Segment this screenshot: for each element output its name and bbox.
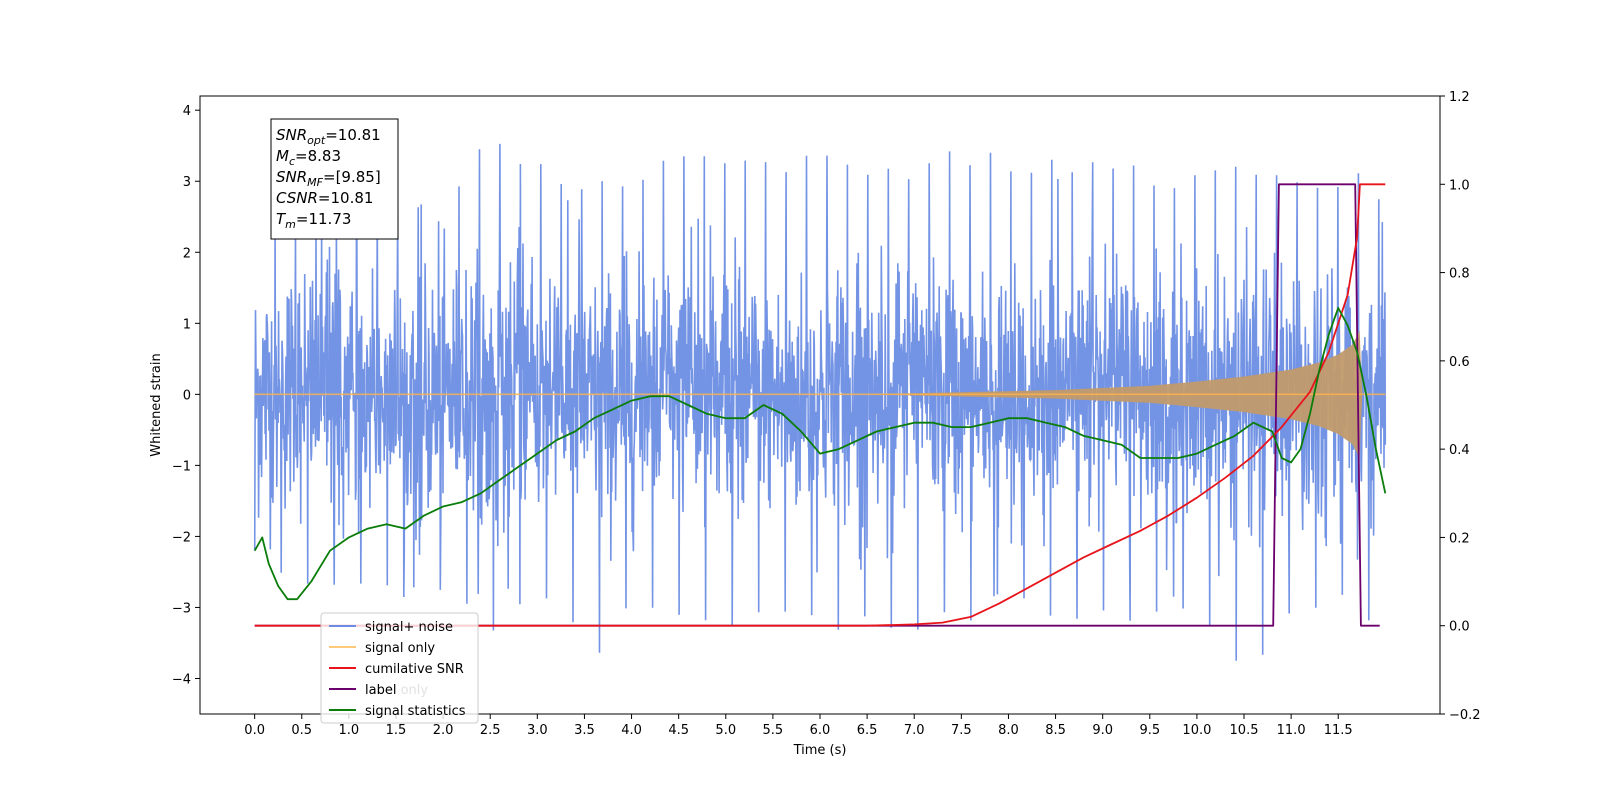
x-tick-label: 0.0	[244, 723, 265, 738]
y-left-tick-label: −4	[172, 672, 191, 687]
y-right-tick-label: 1.2	[1449, 90, 1470, 105]
x-tick-label: 3.0	[527, 723, 548, 738]
x-tick-label: 10.0	[1182, 723, 1211, 738]
legend-hidden-label-only: label only	[365, 683, 428, 698]
y-left-tick-label: −2	[172, 530, 191, 545]
legend-entry-label: label	[365, 683, 396, 698]
y-axis-right: 1.2 1.0 0.8 0.6 0.4 0.2 0.0 −0.2	[1440, 90, 1481, 723]
series-label-line	[254, 183, 1380, 627]
y-right-tick-label: 0.6	[1449, 355, 1470, 370]
legend-entry-label: cumilative SNR	[365, 662, 464, 677]
y-left-tick-label: 3	[183, 175, 191, 190]
y-left-tick-label: −1	[172, 459, 191, 474]
info-line: SNRMF=[9.85]	[276, 168, 381, 189]
x-tick-label: 0.5	[291, 723, 312, 738]
y-right-tick-label: 0.4	[1449, 443, 1470, 458]
signal-only-layer	[254, 330, 1386, 458]
x-tick-label: 7.0	[904, 723, 925, 738]
x-tick-label: 9.5	[1139, 723, 1160, 738]
info-line: CSNR=10.81	[276, 189, 373, 207]
y-left-tick-label: −3	[172, 601, 191, 616]
signal-noise-layer	[253, 143, 1387, 661]
x-tick-label: 5.5	[763, 723, 784, 738]
x-tick-label: 3.5	[574, 723, 595, 738]
info-line: Tm=11.73	[276, 210, 351, 231]
snr-info-box: SNRopt=10.81Mc=8.83SNRMF=[9.85]CSNR=10.8…	[270, 118, 399, 240]
x-axis-label: Time (s)	[793, 743, 847, 758]
y-left-tick-label: 0	[183, 388, 191, 403]
x-tick-label: 8.5	[1045, 723, 1066, 738]
y-left-tick-label: 4	[183, 104, 191, 119]
x-tick-label: 9.0	[1092, 723, 1113, 738]
info-line: SNRopt=10.81	[276, 126, 381, 147]
x-tick-label: 7.5	[951, 723, 972, 738]
x-tick-label: 2.0	[433, 723, 454, 738]
x-tick-label: 1.5	[386, 723, 407, 738]
legend-entry-label: signal only	[365, 641, 435, 656]
right-axis-series-layer	[253, 183, 1387, 627]
x-tick-label: 4.0	[621, 723, 642, 738]
x-tick-label: 6.0	[810, 723, 831, 738]
x-tick-label: 4.5	[668, 723, 689, 738]
info-line: Mc=8.83	[276, 147, 341, 168]
legend-frame	[320, 612, 479, 724]
y-right-tick-label: −0.2	[1449, 708, 1481, 723]
x-tick-label: 11.5	[1324, 723, 1353, 738]
y-left-tick-label: 1	[183, 317, 191, 332]
x-tick-label: 1.0	[339, 723, 360, 738]
x-tick-label: 6.5	[857, 723, 878, 738]
series-signal-statistics-line	[253, 306, 1387, 601]
series-cumulative-snr-line	[254, 183, 1386, 627]
legend-entry-label: signal statistics	[365, 704, 466, 719]
y-right-tick-label: 0.0	[1449, 620, 1470, 635]
legend: signal+ noise signal only cumilative SNR la…	[320, 612, 479, 724]
info-box-frame	[270, 118, 399, 240]
y-right-tick-label: 0.8	[1449, 267, 1470, 282]
x-tick-label: 10.5	[1230, 723, 1259, 738]
y-right-tick-label: 1.0	[1449, 178, 1470, 193]
x-tick-label: 8.0	[998, 723, 1019, 738]
series-signal-noise-line	[253, 143, 1387, 661]
y-right-tick-label: 0.2	[1449, 531, 1470, 546]
x-tick-label: 5.0	[715, 723, 736, 738]
x-tick-label: 2.5	[480, 723, 501, 738]
x-axis: 0.0 0.5 1.0 1.5 2.0 2.5 3.0 3.5 4.0 4.5 5.0 5.5 6.0 6…	[244, 714, 1353, 738]
y-left-tick-label: 2	[183, 246, 191, 261]
y-axis-left-label: Whitened strain	[149, 353, 164, 456]
y-axis-left: 4 3 2 1 0 −1 −2 −3 −4	[172, 104, 200, 687]
legend-entry-label: signal+ noise	[365, 620, 453, 635]
x-tick-label: 11.0	[1277, 723, 1306, 738]
